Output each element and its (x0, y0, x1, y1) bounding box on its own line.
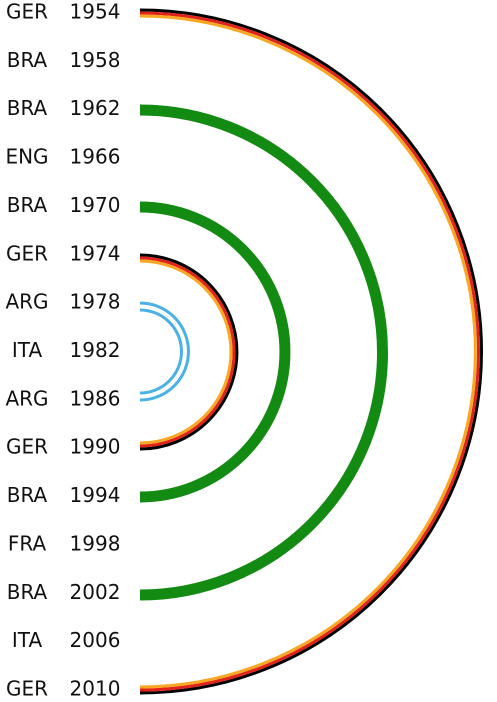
year-label: 1970 (70, 193, 121, 217)
year-label: 2006 (70, 628, 121, 652)
argentina-arc (139, 301, 190, 402)
country-label: ITA (12, 338, 43, 362)
year-label: 1962 (70, 96, 121, 120)
country-label: BRA (7, 483, 48, 507)
arc-stripe (139, 259, 233, 445)
year-label: 2010 (70, 677, 121, 698)
year-label: 1974 (70, 241, 121, 265)
year-label: 1966 (70, 145, 121, 169)
country-label: GER (6, 677, 48, 698)
country-label: ENG (5, 145, 48, 169)
year-label: 1958 (70, 48, 121, 72)
country-label: ITA (12, 628, 43, 652)
country-label: BRA (7, 96, 48, 120)
country-label: BRA (7, 193, 48, 217)
country-label: BRA (7, 48, 48, 72)
arc-stripe (139, 301, 190, 402)
year-label: 1982 (70, 338, 121, 362)
brazil-arc-outer (139, 104, 388, 601)
year-label: 1986 (70, 386, 121, 410)
arc-stripe (139, 253, 239, 451)
arc-stripe (139, 308, 183, 395)
arc-stripe (139, 256, 236, 448)
year-label: 1994 (70, 483, 121, 507)
country-label: ARG (5, 290, 48, 314)
year-label: 2002 (70, 580, 121, 604)
year-label: 1990 (70, 435, 121, 459)
arc-stripe (139, 14, 477, 689)
brazil-arc-inner (139, 201, 291, 503)
country-label: GER (6, 241, 48, 265)
labels: GER 1954 BRA 1958 BRA 1962 ENG 1966 BRA 1970 GER 19… (5, 0, 121, 701)
country-label: BRA (7, 580, 48, 604)
germany-arc-inner (139, 253, 239, 451)
arc-stripe (139, 11, 480, 692)
arc-stripe (139, 8, 483, 695)
country-label: FRA (8, 531, 47, 555)
year-label: 1978 (70, 290, 121, 314)
year-label: 1998 (70, 531, 121, 555)
country-label: GER (6, 0, 48, 24)
country-label: ARG (5, 386, 48, 410)
germany-arc-outer (139, 8, 483, 695)
country-label: GER (6, 435, 48, 459)
year-label: 1954 (70, 0, 121, 24)
